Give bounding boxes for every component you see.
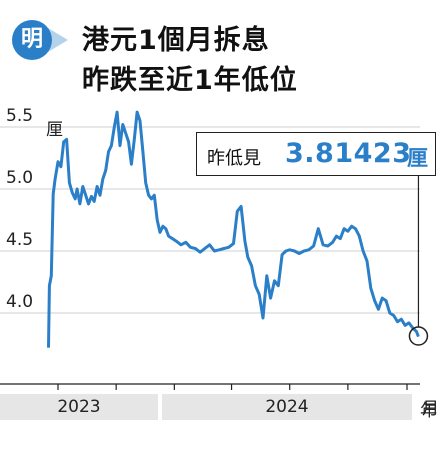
callout-label: 昨低見 bbox=[207, 148, 261, 169]
series-line-hibor bbox=[47, 110, 420, 348]
chart-title: 港元1個月拆息 bbox=[82, 25, 270, 56]
callout-value: 3.81423 bbox=[285, 138, 412, 169]
x-axis-unit: 月 bbox=[422, 399, 439, 419]
latest-point-marker bbox=[408, 326, 429, 346]
latest-value-callout: 昨低見 3.81423 厘 bbox=[196, 132, 436, 176]
y-tick-label: 5.5 bbox=[6, 106, 33, 126]
logo-badge-icon bbox=[12, 20, 68, 60]
y-tick-label: 4.0 bbox=[6, 292, 33, 312]
y-axis-ticks: 4.0 4.5 5.0 5.5 bbox=[6, 106, 33, 312]
y-tick-label: 5.0 bbox=[6, 168, 33, 188]
year-band-2023: 2023 bbox=[0, 394, 158, 420]
y-tick-label: 4.5 bbox=[6, 230, 33, 250]
logo-text: 明 bbox=[20, 27, 43, 52]
callout-unit: 厘 bbox=[407, 146, 428, 170]
newspaper-logo: 明 bbox=[10, 18, 68, 62]
chart-subtitle: 昨跌至近1年低位 bbox=[82, 65, 298, 96]
year-unit: 年 bbox=[420, 401, 437, 421]
y-axis-unit: 厘 bbox=[46, 120, 63, 140]
year-band-2024: 2024 bbox=[162, 394, 412, 420]
